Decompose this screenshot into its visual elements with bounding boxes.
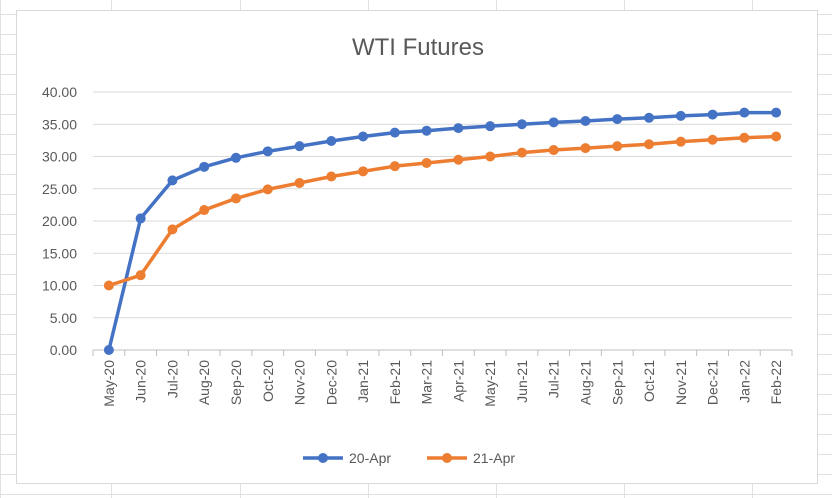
x-tick-label: Nov-21 bbox=[673, 360, 689, 405]
data-point bbox=[739, 107, 750, 118]
data-point bbox=[326, 171, 337, 182]
data-point bbox=[771, 131, 782, 142]
x-tick-label: Jan-22 bbox=[736, 360, 752, 403]
data-point bbox=[707, 109, 718, 120]
data-point bbox=[453, 154, 464, 165]
data-point bbox=[199, 205, 210, 216]
x-tick-label: Sep-21 bbox=[609, 360, 625, 405]
data-point bbox=[421, 125, 432, 136]
legend-marker bbox=[318, 453, 328, 463]
data-point bbox=[739, 132, 750, 143]
data-point bbox=[262, 184, 273, 195]
y-tick-label: 25.00 bbox=[42, 181, 77, 197]
y-tick-label: 20.00 bbox=[42, 213, 77, 229]
chart-title: WTI Futures bbox=[352, 34, 484, 61]
x-tick-label: Jun-20 bbox=[133, 360, 149, 403]
data-point bbox=[548, 117, 559, 128]
data-point bbox=[644, 139, 655, 150]
y-tick-label: 0.00 bbox=[50, 342, 77, 358]
data-point bbox=[103, 280, 114, 291]
data-point bbox=[230, 152, 241, 163]
data-point bbox=[516, 147, 527, 158]
y-tick-label: 40.00 bbox=[42, 84, 77, 100]
x-tick-label: Dec-20 bbox=[323, 360, 339, 405]
x-tick-label: Oct-21 bbox=[641, 360, 657, 402]
data-point bbox=[358, 131, 369, 142]
data-point bbox=[199, 161, 210, 172]
data-point bbox=[707, 134, 718, 145]
data-point bbox=[453, 123, 464, 134]
data-point bbox=[485, 151, 496, 162]
series-layer bbox=[103, 107, 782, 355]
x-tick-label: Jan-21 bbox=[355, 360, 371, 403]
x-tick-label: Jun-21 bbox=[514, 360, 530, 403]
data-point bbox=[675, 110, 686, 121]
data-point bbox=[644, 112, 655, 123]
data-point bbox=[326, 136, 337, 147]
legend: 20-Apr 21-Apr bbox=[303, 450, 515, 466]
series-21-apr bbox=[103, 131, 782, 291]
data-point bbox=[262, 146, 273, 157]
x-tick-label: May-20 bbox=[101, 360, 117, 407]
y-tick-label: 10.00 bbox=[42, 278, 77, 294]
data-point bbox=[294, 177, 305, 188]
x-tick-label: Dec-21 bbox=[705, 360, 721, 405]
x-tick-label: Feb-22 bbox=[768, 360, 784, 405]
y-tick-label: 35.00 bbox=[42, 116, 77, 132]
series-line bbox=[107, 134, 778, 288]
data-point bbox=[230, 193, 241, 204]
data-point bbox=[516, 119, 527, 130]
legend-item: 21-Apr bbox=[427, 450, 515, 466]
x-tick-label: Aug-21 bbox=[577, 360, 593, 405]
x-axis bbox=[92, 349, 793, 356]
data-point bbox=[389, 127, 400, 138]
x-tick-label: Feb-21 bbox=[387, 360, 403, 405]
data-point bbox=[771, 107, 782, 118]
x-tick-label: Mar-21 bbox=[419, 360, 435, 405]
legend-item: 20-Apr bbox=[303, 450, 391, 466]
y-tick-label: 15.00 bbox=[42, 245, 77, 261]
x-tick-label: Oct-20 bbox=[260, 360, 276, 402]
data-point bbox=[358, 166, 369, 177]
x-tick-label: Apr-21 bbox=[450, 360, 466, 402]
data-point bbox=[167, 224, 178, 235]
x-axis-tick-labels: May-20 Jun-20 Jul-20 Aug-20 Sep-20 Oct-20 Nov-… bbox=[101, 360, 784, 407]
x-tick-label: Sep-20 bbox=[228, 360, 244, 405]
data-point bbox=[167, 175, 178, 186]
data-point bbox=[135, 213, 146, 224]
data-point bbox=[103, 345, 114, 355]
line-chart: WTI Futures 0.00 5.00 10.00 15.00 20.00 25.00… bbox=[42, 34, 793, 466]
y-axis-tick-labels: 0.00 5.00 10.00 15.00 20.00 25.00 30.00 35.00 40… bbox=[42, 84, 77, 358]
data-point bbox=[612, 141, 623, 152]
data-point bbox=[548, 145, 559, 156]
data-point bbox=[135, 270, 146, 281]
x-tick-label: Nov-20 bbox=[292, 360, 308, 405]
legend-label: 21-Apr bbox=[473, 450, 515, 466]
data-point bbox=[580, 143, 591, 154]
data-point bbox=[389, 161, 400, 172]
y-tick-label: 30.00 bbox=[42, 149, 77, 165]
legend-marker bbox=[442, 453, 452, 463]
legend-label: 20-Apr bbox=[349, 450, 391, 466]
data-point bbox=[294, 141, 305, 152]
x-tick-label: Jul-20 bbox=[164, 360, 180, 398]
x-tick-label: May-21 bbox=[482, 360, 498, 407]
x-tick-label: Jul-21 bbox=[546, 360, 562, 398]
x-tick-label: Aug-20 bbox=[196, 360, 212, 405]
data-point bbox=[612, 114, 623, 125]
data-point bbox=[421, 157, 432, 168]
data-point bbox=[485, 121, 496, 132]
series-line bbox=[107, 110, 778, 352]
series-20-apr bbox=[103, 107, 782, 355]
chart-area[interactable]: WTI Futures 0.00 5.00 10.00 15.00 20.00 25.00… bbox=[16, 10, 818, 484]
y-tick-label: 5.00 bbox=[50, 310, 77, 326]
data-point bbox=[675, 136, 686, 147]
data-point bbox=[580, 116, 591, 127]
gridlines bbox=[93, 91, 792, 319]
